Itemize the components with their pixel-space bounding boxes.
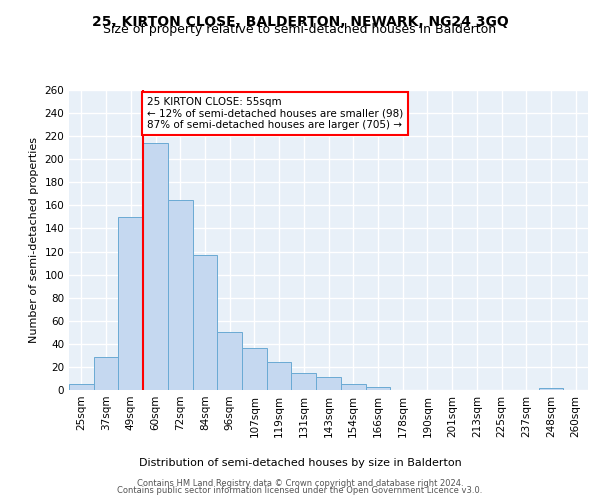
Text: Distribution of semi-detached houses by size in Balderton: Distribution of semi-detached houses by … bbox=[139, 458, 461, 468]
Bar bbox=[242, 348, 267, 390]
Text: 25, KIRTON CLOSE, BALDERTON, NEWARK, NG24 3GQ: 25, KIRTON CLOSE, BALDERTON, NEWARK, NG2… bbox=[92, 15, 508, 29]
Bar bbox=[365, 386, 390, 390]
Text: Contains HM Land Registry data © Crown copyright and database right 2024.: Contains HM Land Registry data © Crown c… bbox=[137, 478, 463, 488]
Text: Size of property relative to semi-detached houses in Balderton: Size of property relative to semi-detach… bbox=[103, 22, 497, 36]
Bar bbox=[292, 372, 316, 390]
Bar bbox=[193, 255, 217, 390]
Bar bbox=[118, 217, 143, 390]
Text: Contains public sector information licensed under the Open Government Licence v3: Contains public sector information licen… bbox=[118, 486, 482, 495]
Y-axis label: Number of semi-detached properties: Number of semi-detached properties bbox=[29, 137, 39, 343]
Bar bbox=[267, 362, 292, 390]
Bar bbox=[539, 388, 563, 390]
Bar bbox=[69, 384, 94, 390]
Bar bbox=[316, 378, 341, 390]
Bar bbox=[94, 356, 118, 390]
Bar bbox=[217, 332, 242, 390]
Bar bbox=[143, 143, 168, 390]
Bar bbox=[341, 384, 365, 390]
Bar bbox=[168, 200, 193, 390]
Text: 25 KIRTON CLOSE: 55sqm
← 12% of semi-detached houses are smaller (98)
87% of sem: 25 KIRTON CLOSE: 55sqm ← 12% of semi-det… bbox=[147, 97, 403, 130]
